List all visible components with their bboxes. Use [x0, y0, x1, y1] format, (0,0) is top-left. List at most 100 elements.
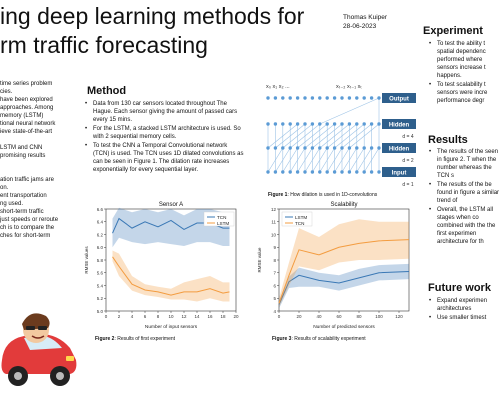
output-index-labels: xₜ₋₂ xₜ₋₁ xₜ	[336, 84, 362, 90]
layer-label: Hidden	[389, 123, 410, 129]
diagram-edge	[290, 123, 320, 149]
diagram-edge	[282, 147, 298, 173]
author-block: Thomas Kuiper 28-06-2023	[343, 13, 387, 31]
poster-title-line1: ing deep learning methods for	[0, 3, 305, 29]
left-column-line: just speeds or reroute	[0, 217, 59, 223]
diagram-node	[347, 146, 352, 150]
diagram-node	[332, 170, 337, 174]
x-tick-label: 80	[356, 314, 362, 319]
y-tick-label: 10	[271, 232, 277, 237]
dilation-diagram: Output Hidden d = 4 Hidden d = 2 Input d = 1 x₀…	[258, 80, 418, 192]
diagram-node	[377, 122, 381, 126]
diagram-node	[355, 122, 359, 126]
y-tick-label: 5.8	[97, 258, 104, 263]
bullet-item: Use smaller timest	[428, 314, 500, 322]
poster-title: ing deep learning methods for rm traffic…	[0, 2, 304, 60]
figure1-caption-label: Figure 1	[268, 192, 288, 198]
diagram-edge	[349, 123, 380, 149]
diagram-node	[362, 146, 366, 150]
results-heading: Results	[428, 134, 468, 146]
diagram-node	[303, 170, 307, 174]
y-tick-label: 5.0	[97, 309, 104, 314]
legend-label: LSTM	[295, 215, 307, 220]
results-bullets: The results of the seen in figure 2. T w…	[428, 148, 500, 247]
diagram-node	[347, 122, 352, 126]
left-column-line	[0, 136, 80, 144]
diagram-node	[325, 146, 329, 150]
diagram-edge	[275, 123, 306, 149]
confidence-band	[112, 207, 230, 248]
diagram-edge	[327, 123, 357, 149]
figure2-caption-label: Figure 2	[95, 336, 115, 342]
figure3-caption: Figure 3: Results of scalability experim…	[272, 336, 366, 343]
diagram-node	[332, 122, 337, 126]
diagram-node	[310, 122, 315, 126]
y-axis-label: RMSE values	[84, 246, 89, 274]
figure1-caption-text: : How dilation is used in 1D-convolution…	[287, 192, 378, 198]
y-tick-label: 5.2	[97, 296, 104, 301]
diagram-edge	[267, 147, 284, 173]
diagram-node	[325, 122, 329, 126]
diagram-edge	[304, 147, 321, 173]
diagram-node	[318, 170, 322, 174]
scalability-chart: Scalability 4 5 6 7 8 9 10 11 12 0 20 40 60 80 100 120 Nu…	[255, 197, 415, 333]
diagram-node	[303, 146, 307, 150]
diagram-node	[281, 122, 285, 126]
dilation-label: d = 1	[402, 182, 413, 188]
bullet-item: Data from 130 car sensors located throug…	[84, 100, 244, 124]
diagram-node	[273, 146, 278, 150]
diagram-edge	[312, 123, 343, 149]
x-tick-label: 16	[207, 314, 213, 319]
y-tick-label: 6.2	[97, 232, 104, 237]
diagram-node	[369, 170, 374, 174]
poster-title-line2: rm traffic forecasting	[0, 32, 208, 58]
diagram-node	[273, 122, 278, 126]
layer-label-box	[382, 167, 416, 177]
dilation-label: d = 2	[402, 158, 413, 164]
left-column-line: promising results	[0, 153, 46, 159]
diagram-node	[295, 96, 300, 100]
diagram-node	[340, 170, 344, 174]
bullet-item: To test scalability t sensors were incre…	[428, 81, 500, 105]
x-tick-label: 0	[105, 314, 108, 319]
diagram-node	[273, 96, 278, 100]
diagram-edge	[267, 123, 298, 149]
experiment-bullets: To test the ability t spatial dependenc …	[428, 40, 500, 106]
x-tick-label: 100	[375, 314, 383, 319]
diagram-edge	[304, 123, 335, 149]
left-column-line: memory (LSTM)	[0, 113, 44, 119]
chart-title: Scalability	[330, 202, 357, 208]
diagram-node	[362, 122, 366, 126]
legend-label: TCN	[295, 221, 304, 226]
diagram-node	[347, 96, 352, 100]
diagram-edge	[297, 123, 328, 149]
diagram-node	[288, 170, 292, 174]
y-tick-label: 8	[273, 258, 276, 263]
diagram-node	[377, 170, 381, 174]
diagram-node	[377, 96, 381, 100]
diagram-node	[369, 96, 374, 100]
diagram-node	[369, 146, 374, 150]
layer-label-box	[382, 93, 416, 103]
diagram-node	[325, 170, 329, 174]
diagram-node	[318, 146, 322, 150]
x-tick-label: 6	[144, 314, 147, 319]
diagram-node	[340, 146, 344, 150]
x-tick-label: 10	[168, 314, 174, 319]
left-column-line: ieve state-of-the-art	[0, 129, 53, 135]
bullet-item: For the LSTM, a stacked LSTM architectur…	[84, 125, 244, 141]
bullet-item: To test the ability t spatial dependenc …	[428, 40, 500, 80]
diagram-node	[288, 146, 292, 150]
diagram-node	[347, 170, 352, 174]
input-index-labels: x₀ x₁ x₂ ...	[266, 84, 290, 90]
diagram-node	[377, 146, 381, 150]
x-tick-label: 60	[336, 314, 342, 319]
car-illustration	[0, 300, 78, 390]
future-work-bullets: Expand experimen architecturesUse smalle…	[428, 297, 500, 323]
layer-label: Output	[389, 97, 409, 103]
diagram-node	[310, 170, 315, 174]
diagram-node	[273, 170, 278, 174]
series-line	[278, 270, 410, 305]
diagram-node	[355, 170, 359, 174]
diagram-node	[332, 96, 337, 100]
